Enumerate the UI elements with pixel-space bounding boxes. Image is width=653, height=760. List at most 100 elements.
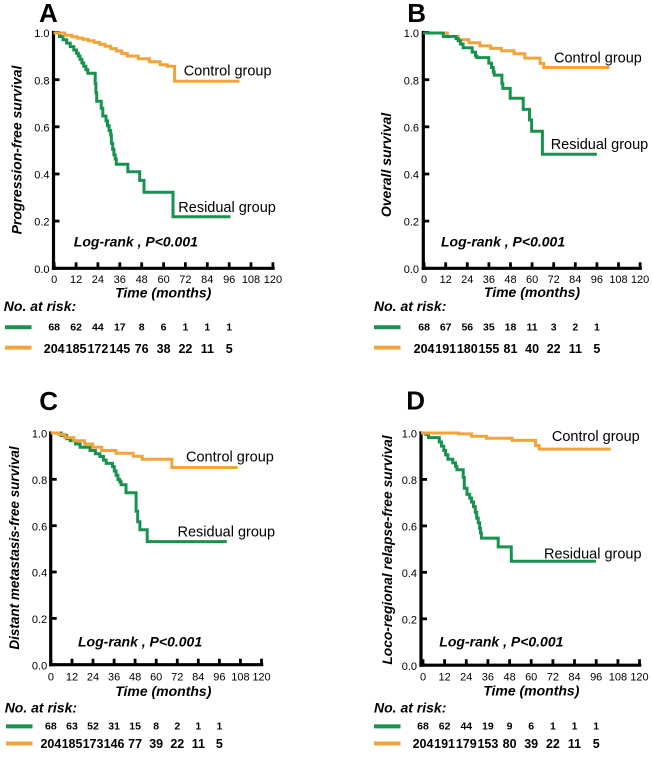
- svg-text:19: 19: [482, 721, 494, 733]
- svg-text:0.6: 0.6: [32, 521, 47, 533]
- svg-text:12: 12: [438, 672, 450, 684]
- svg-text:0.8: 0.8: [404, 75, 419, 87]
- svg-text:5: 5: [226, 342, 233, 356]
- svg-text:No. at risk:: No. at risk:: [374, 700, 446, 716]
- svg-text:A: A: [39, 0, 58, 28]
- svg-text:24: 24: [461, 274, 473, 286]
- svg-text:Log-rank , P<0.001: Log-rank , P<0.001: [78, 634, 202, 650]
- svg-text:8: 8: [153, 721, 159, 733]
- svg-text:48: 48: [129, 672, 141, 684]
- svg-text:84: 84: [201, 274, 213, 286]
- svg-text:84: 84: [569, 274, 581, 286]
- svg-text:180: 180: [457, 342, 478, 356]
- svg-text:0.4: 0.4: [404, 170, 419, 182]
- svg-text:24: 24: [87, 672, 99, 684]
- svg-text:0: 0: [48, 672, 54, 684]
- svg-text:B: B: [407, 0, 426, 28]
- svg-text:Residual group: Residual group: [551, 137, 649, 153]
- svg-text:44: 44: [92, 322, 104, 334]
- svg-text:120: 120: [631, 274, 649, 286]
- svg-text:72: 72: [547, 672, 559, 684]
- svg-text:22: 22: [547, 342, 561, 356]
- svg-text:Control group: Control group: [552, 429, 640, 445]
- svg-text:Progression-free survival: Progression-free survival: [9, 64, 25, 234]
- svg-text:Control group: Control group: [554, 50, 642, 66]
- svg-text:Overall survival: Overall survival: [378, 112, 394, 217]
- svg-text:185: 185: [66, 342, 87, 356]
- svg-text:204: 204: [44, 342, 65, 356]
- svg-text:191: 191: [435, 342, 456, 356]
- svg-text:1: 1: [550, 721, 556, 733]
- svg-text:Residual group: Residual group: [178, 200, 276, 216]
- svg-text:36: 36: [482, 672, 494, 684]
- svg-text:D: D: [406, 386, 425, 416]
- svg-text:204: 204: [40, 737, 61, 751]
- svg-text:8: 8: [139, 322, 145, 334]
- svg-text:173: 173: [83, 737, 104, 751]
- svg-text:81: 81: [504, 342, 518, 356]
- svg-text:172: 172: [87, 342, 108, 356]
- svg-text:0.4: 0.4: [32, 568, 47, 580]
- svg-text:11: 11: [568, 737, 581, 751]
- svg-text:No. at risk:: No. at risk:: [374, 298, 446, 314]
- svg-text:Time (months): Time (months): [115, 285, 212, 301]
- svg-text:36: 36: [114, 274, 126, 286]
- svg-text:0: 0: [420, 672, 426, 684]
- svg-text:48: 48: [504, 274, 516, 286]
- svg-text:48: 48: [503, 672, 515, 684]
- svg-text:15: 15: [129, 721, 141, 733]
- svg-text:36: 36: [483, 274, 495, 286]
- svg-text:40: 40: [525, 342, 539, 356]
- svg-text:No. at risk:: No. at risk:: [5, 700, 77, 716]
- svg-text:Residual group: Residual group: [178, 525, 276, 541]
- svg-text:68: 68: [417, 721, 429, 733]
- svg-text:1.0: 1.0: [32, 429, 47, 441]
- svg-text:1: 1: [572, 721, 578, 733]
- svg-text:108: 108: [242, 274, 260, 286]
- svg-text:0.0: 0.0: [34, 264, 49, 276]
- svg-text:0.2: 0.2: [404, 217, 419, 229]
- svg-text:1: 1: [182, 322, 188, 334]
- svg-text:185: 185: [62, 737, 83, 751]
- svg-text:120: 120: [630, 672, 648, 684]
- svg-text:0: 0: [51, 274, 57, 286]
- svg-text:72: 72: [179, 274, 191, 286]
- svg-text:22: 22: [170, 737, 184, 751]
- svg-text:0.8: 0.8: [32, 475, 47, 487]
- svg-text:39: 39: [149, 737, 163, 751]
- svg-text:108: 108: [231, 672, 249, 684]
- svg-text:44: 44: [460, 721, 472, 733]
- svg-text:12: 12: [70, 274, 82, 286]
- svg-text:96: 96: [590, 672, 602, 684]
- svg-text:60: 60: [526, 274, 538, 286]
- svg-text:0.2: 0.2: [32, 614, 47, 626]
- svg-text:84: 84: [192, 672, 204, 684]
- svg-text:67: 67: [440, 322, 452, 334]
- svg-text:24: 24: [92, 274, 104, 286]
- svg-text:155: 155: [478, 342, 499, 356]
- svg-text:Loco-regional relapse-free sur: Loco-regional relapse-free survival: [380, 434, 395, 664]
- svg-text:1: 1: [593, 721, 599, 733]
- svg-text:145: 145: [109, 342, 130, 356]
- svg-text:No. at risk:: No. at risk:: [4, 298, 76, 314]
- svg-text:1: 1: [216, 721, 222, 733]
- svg-text:31: 31: [108, 721, 120, 733]
- svg-text:0.2: 0.2: [402, 614, 417, 626]
- svg-text:Log-rank , P<0.001: Log-rank , P<0.001: [74, 234, 198, 250]
- svg-text:108: 108: [609, 274, 627, 286]
- svg-text:0.0: 0.0: [404, 264, 419, 276]
- svg-text:35: 35: [483, 322, 495, 334]
- svg-text:72: 72: [548, 274, 560, 286]
- svg-text:11: 11: [201, 342, 214, 356]
- svg-text:191: 191: [434, 737, 455, 751]
- svg-text:5: 5: [593, 737, 600, 751]
- svg-text:12: 12: [66, 672, 78, 684]
- svg-text:62: 62: [439, 721, 451, 733]
- svg-text:0.0: 0.0: [32, 660, 47, 672]
- svg-text:62: 62: [70, 322, 82, 334]
- svg-text:0.4: 0.4: [34, 170, 49, 182]
- svg-text:120: 120: [264, 274, 282, 286]
- svg-text:24: 24: [460, 672, 472, 684]
- svg-text:11: 11: [192, 737, 205, 751]
- svg-text:39: 39: [524, 737, 538, 751]
